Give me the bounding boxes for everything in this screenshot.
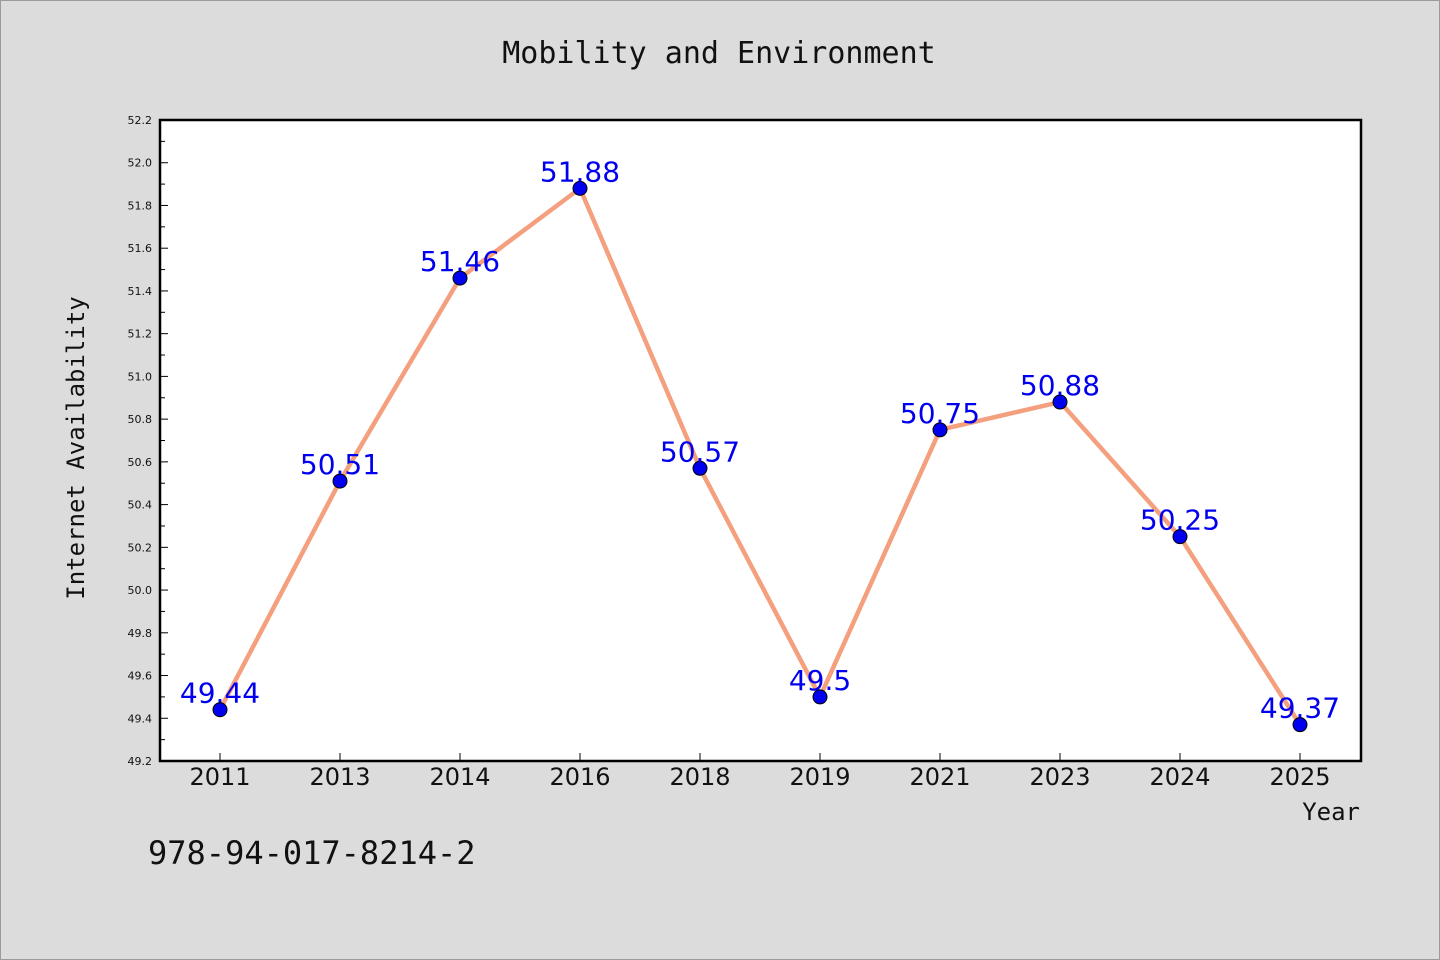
x-tick-label: 2011	[189, 763, 250, 791]
plot-area	[158, 118, 1363, 763]
y-axis-label: Internet Availability	[62, 296, 90, 599]
x-tick-label: 2013	[309, 763, 370, 791]
x-tick-label: 2016	[549, 763, 610, 791]
data-point-label: 51.88	[540, 155, 620, 188]
y-tick-label: 50.6	[128, 456, 153, 469]
data-point-label: 50.88	[1020, 369, 1100, 402]
y-tick-label: 49.4	[128, 712, 153, 725]
x-axis-label: Year	[1302, 798, 1360, 826]
y-tick-label: 52.2	[128, 114, 153, 127]
data-point-marker	[1172, 529, 1188, 545]
x-tick-label: 2018	[669, 763, 730, 791]
y-tick-label: 50.8	[128, 413, 153, 426]
data-point-marker	[452, 270, 468, 286]
y-tick-label: 49.6	[128, 670, 153, 683]
x-tick-label: 2019	[789, 763, 850, 791]
data-point-label: 50.51	[300, 448, 380, 481]
data-point-label: 51.46	[420, 245, 500, 278]
data-point-marker	[812, 689, 828, 705]
markers-group	[212, 180, 1308, 733]
data-point-label: 49.5	[789, 664, 851, 697]
y-axis: 49.2 49.4 49.6 49.8 50.0 50.2 50.4 50.6 50.8 51.0…	[128, 114, 168, 768]
data-point-marker	[932, 422, 948, 438]
data-point-marker	[692, 460, 708, 476]
x-tick-label: 2021	[909, 763, 970, 791]
data-point-marker	[1052, 394, 1068, 410]
x-tick-label: 2024	[1149, 763, 1210, 791]
x-tick-label: 2025	[1269, 763, 1330, 791]
y-tick-label: 51.6	[128, 242, 153, 255]
y-tick-label: 51.0	[128, 370, 153, 383]
data-point-label: 49.44	[180, 677, 260, 710]
x-axis: 2011 2013 2014 2016 2018 2019 2021 2023 2024 2025	[189, 753, 1331, 791]
y-tick-label: 52.0	[128, 157, 153, 170]
data-labels-group: 49.44 50.51 51.46 51.88 50.57 49.5 50.75 50.88 5…	[180, 155, 1340, 724]
data-point-label: 49.37	[1260, 692, 1340, 725]
y-tick-label: 50.4	[128, 499, 153, 512]
x-tick-label: 2014	[429, 763, 490, 791]
x-tick-label: 2023	[1029, 763, 1090, 791]
data-point-label: 50.57	[660, 435, 740, 468]
y-tick-label: 51.8	[128, 199, 153, 212]
data-point-marker	[1292, 717, 1308, 733]
y-tick-label: 49.2	[128, 755, 153, 768]
series-line	[218, 186, 1302, 726]
data-point-label: 50.75	[900, 397, 980, 430]
data-point-marker	[332, 473, 348, 489]
data-point-marker	[212, 702, 228, 718]
y-tick-label: 50.0	[128, 584, 153, 597]
y-tick-label: 51.2	[128, 328, 153, 341]
y-tick-label: 50.2	[128, 541, 153, 554]
y-tick-label: 51.4	[128, 285, 153, 298]
y-tick-label: 49.8	[128, 627, 153, 640]
series-line-group	[218, 186, 1302, 726]
data-point-marker	[572, 180, 588, 196]
data-point-label: 50.25	[1140, 504, 1220, 537]
chart-title: Mobility and Environment	[502, 36, 935, 71]
isbn-annotation: 978-94-017-8214-2	[148, 834, 476, 872]
